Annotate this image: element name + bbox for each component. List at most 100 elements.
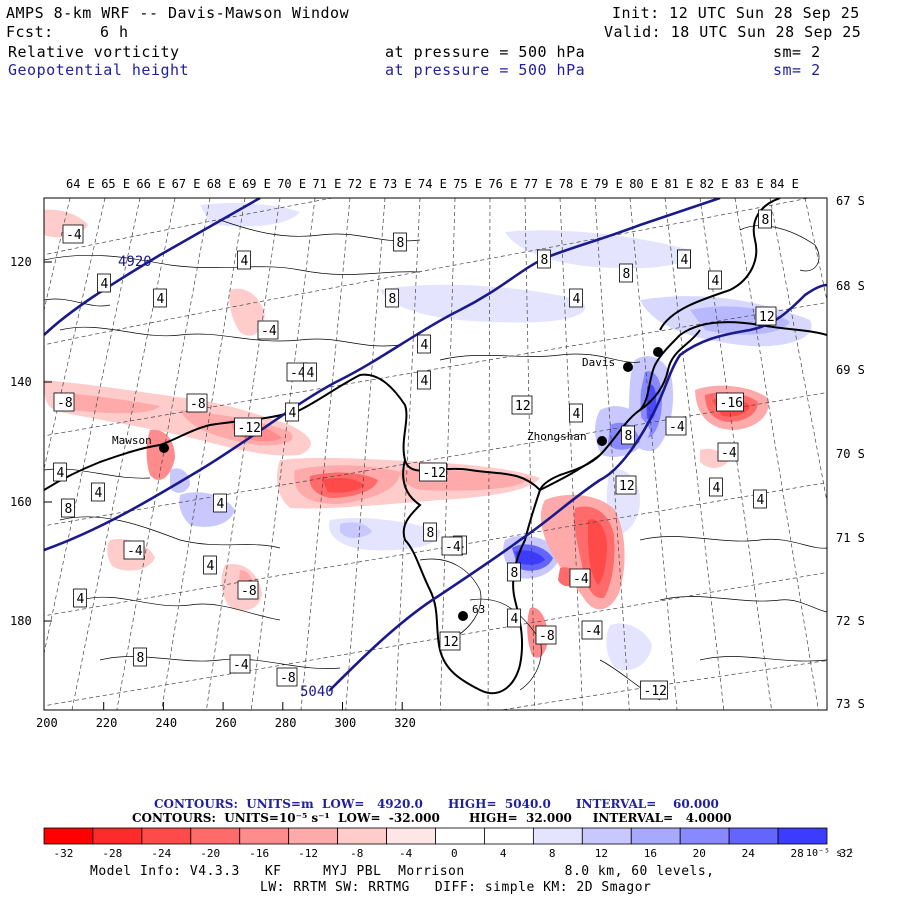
vorticity-contour-label: -12 xyxy=(640,680,668,700)
lon-label: 73 E xyxy=(383,177,412,191)
lon-label: 68 E xyxy=(207,177,236,191)
lon-label: 67 E xyxy=(172,177,201,191)
lon-label: 64 E xyxy=(66,177,95,191)
lon-label: 78 E xyxy=(559,177,588,191)
davis-label: Davis xyxy=(582,356,615,369)
colorbar-label: -16 xyxy=(249,847,269,860)
x-tick-label: 260 xyxy=(215,716,237,730)
vorticity-contour-label: -12 xyxy=(234,417,262,437)
colorbar-swatch xyxy=(435,827,485,845)
lat-label: 68 S xyxy=(836,279,865,293)
svg-text:4: 4 xyxy=(289,406,297,421)
svg-text:8: 8 xyxy=(623,267,631,282)
colorbar-label: 32 xyxy=(839,847,852,860)
colorbar-swatch xyxy=(728,827,779,845)
vorticity-contour-label: 4 xyxy=(507,608,521,628)
davis-station-dot xyxy=(623,362,633,372)
colorbar-swatch xyxy=(190,827,241,845)
height-label-5040: 5040 xyxy=(300,684,334,700)
svg-text:-4: -4 xyxy=(573,572,589,587)
svg-text:12: 12 xyxy=(759,310,775,325)
svg-text:-12: -12 xyxy=(644,684,667,699)
colorbar-label: -12 xyxy=(298,847,318,860)
lat-label: 71 S xyxy=(836,531,865,545)
svg-text:-12: -12 xyxy=(423,466,446,481)
zhongshan-station-dot xyxy=(597,436,607,446)
y-tick-label: 180 xyxy=(10,614,32,628)
svg-text:4: 4 xyxy=(712,274,720,289)
vorticity-contour-label: 12 xyxy=(615,475,637,495)
vorticity-contour-label: -16 xyxy=(716,392,744,412)
x-tick-label: 280 xyxy=(275,716,297,730)
colorbar-label: -8 xyxy=(350,847,363,860)
forecast-value: 6 h xyxy=(100,23,129,41)
svg-text:4: 4 xyxy=(241,254,249,269)
lat-label: 70 S xyxy=(836,447,865,461)
colorbar-label: 24 xyxy=(742,847,756,860)
lon-label: 65 E xyxy=(101,177,130,191)
valid-time: Valid: 18 UTC Sun 28 Sep 25 xyxy=(604,23,862,41)
vorticity-contour-label: 8 xyxy=(621,425,635,445)
svg-text:12: 12 xyxy=(619,479,635,494)
vorticity-contour-label: 8 xyxy=(619,263,633,283)
map-frame xyxy=(43,197,828,711)
colorbar-label: 16 xyxy=(644,847,657,860)
station-63-label: 63 xyxy=(472,603,485,616)
vorticity-contour-label: 4 xyxy=(213,493,227,513)
svg-text:-4: -4 xyxy=(127,544,143,559)
model-info-line1: Model Info: V4.3.3 KF MYJ PBL Morrison 8… xyxy=(90,864,715,879)
svg-text:-12: -12 xyxy=(238,421,261,436)
y-tick-label: 140 xyxy=(10,375,32,389)
vorticity-contour-label: 4 xyxy=(569,288,583,308)
vorticity-contour-label: 8 xyxy=(537,249,551,269)
svg-text:4: 4 xyxy=(307,366,315,381)
colorbar-swatch xyxy=(532,827,583,845)
vorticity-contour-label: 8 xyxy=(507,562,521,582)
x-tick-label: 300 xyxy=(335,716,357,730)
x-tick-label: 220 xyxy=(96,716,118,730)
vorticity-contour-label: 12 xyxy=(439,631,461,651)
model-info-line2: LW: RRTM SW: RRTMG DIFF: simple KM: 2D S… xyxy=(260,880,652,895)
svg-text:4: 4 xyxy=(421,374,429,389)
vorticity-contour-label: -4 xyxy=(665,416,687,436)
svg-text:4: 4 xyxy=(511,612,519,627)
init-time: Init: 12 UTC Sun 28 Sep 25 xyxy=(612,4,860,22)
svg-text:-4: -4 xyxy=(233,658,249,673)
svg-text:8: 8 xyxy=(65,502,73,517)
vorticity-contour-label: -4 xyxy=(257,320,279,340)
svg-text:-4: -4 xyxy=(290,366,306,381)
vorticity-contour-label: -4 xyxy=(229,654,251,674)
vorticity-contour-label: 4 xyxy=(153,288,167,308)
svg-text:8: 8 xyxy=(397,236,405,251)
lon-label: 71 E xyxy=(312,177,341,191)
vorticity-contour-label: -8 xyxy=(535,625,557,645)
station-extra-dot xyxy=(653,347,663,357)
vorticity-contour-label: 12 xyxy=(511,395,533,415)
contours-vorticity-line: CONTOURS: UNITS=10⁻⁵ s⁻¹ LOW= -32.000 HI… xyxy=(132,811,732,825)
svg-text:-8: -8 xyxy=(190,397,206,412)
vorticity-contour-label: 4 xyxy=(73,588,87,608)
mawson-label: Mawson xyxy=(112,434,152,447)
svg-text:8: 8 xyxy=(427,526,435,541)
vorticity-contour-label: -4 xyxy=(62,224,84,244)
lon-label: 79 E xyxy=(594,177,623,191)
svg-text:-4: -4 xyxy=(669,420,685,435)
svg-text:4: 4 xyxy=(757,493,765,508)
colorbar-label: 0 xyxy=(451,847,458,860)
colorbar-unit: 10⁻⁵ s⁻¹ xyxy=(806,848,854,859)
colorbar-swatch xyxy=(337,827,387,845)
field2-smoothing: sm= 2 xyxy=(773,61,821,79)
vorticity-colorbar: -32 -28 -24 -20 -16 -12 -8 -4 0 4 8 12 16 20 24 28 32 10… xyxy=(43,827,854,860)
colorbar-swatch xyxy=(92,827,143,845)
vorticity-contour-label: 4 xyxy=(417,370,431,390)
vorticity-contour-label: 4 xyxy=(709,477,723,497)
station-markers xyxy=(159,347,663,621)
colorbar-label: -24 xyxy=(151,847,171,860)
lon-label: 77 E xyxy=(524,177,553,191)
lon-label: 84 E xyxy=(770,177,799,191)
vorticity-contour-label: 4 xyxy=(91,482,105,502)
svg-text:-4: -4 xyxy=(66,228,82,243)
svg-text:8: 8 xyxy=(625,429,633,444)
svg-text:8: 8 xyxy=(389,292,397,307)
vorticity-contour-label: -4 xyxy=(581,620,603,640)
